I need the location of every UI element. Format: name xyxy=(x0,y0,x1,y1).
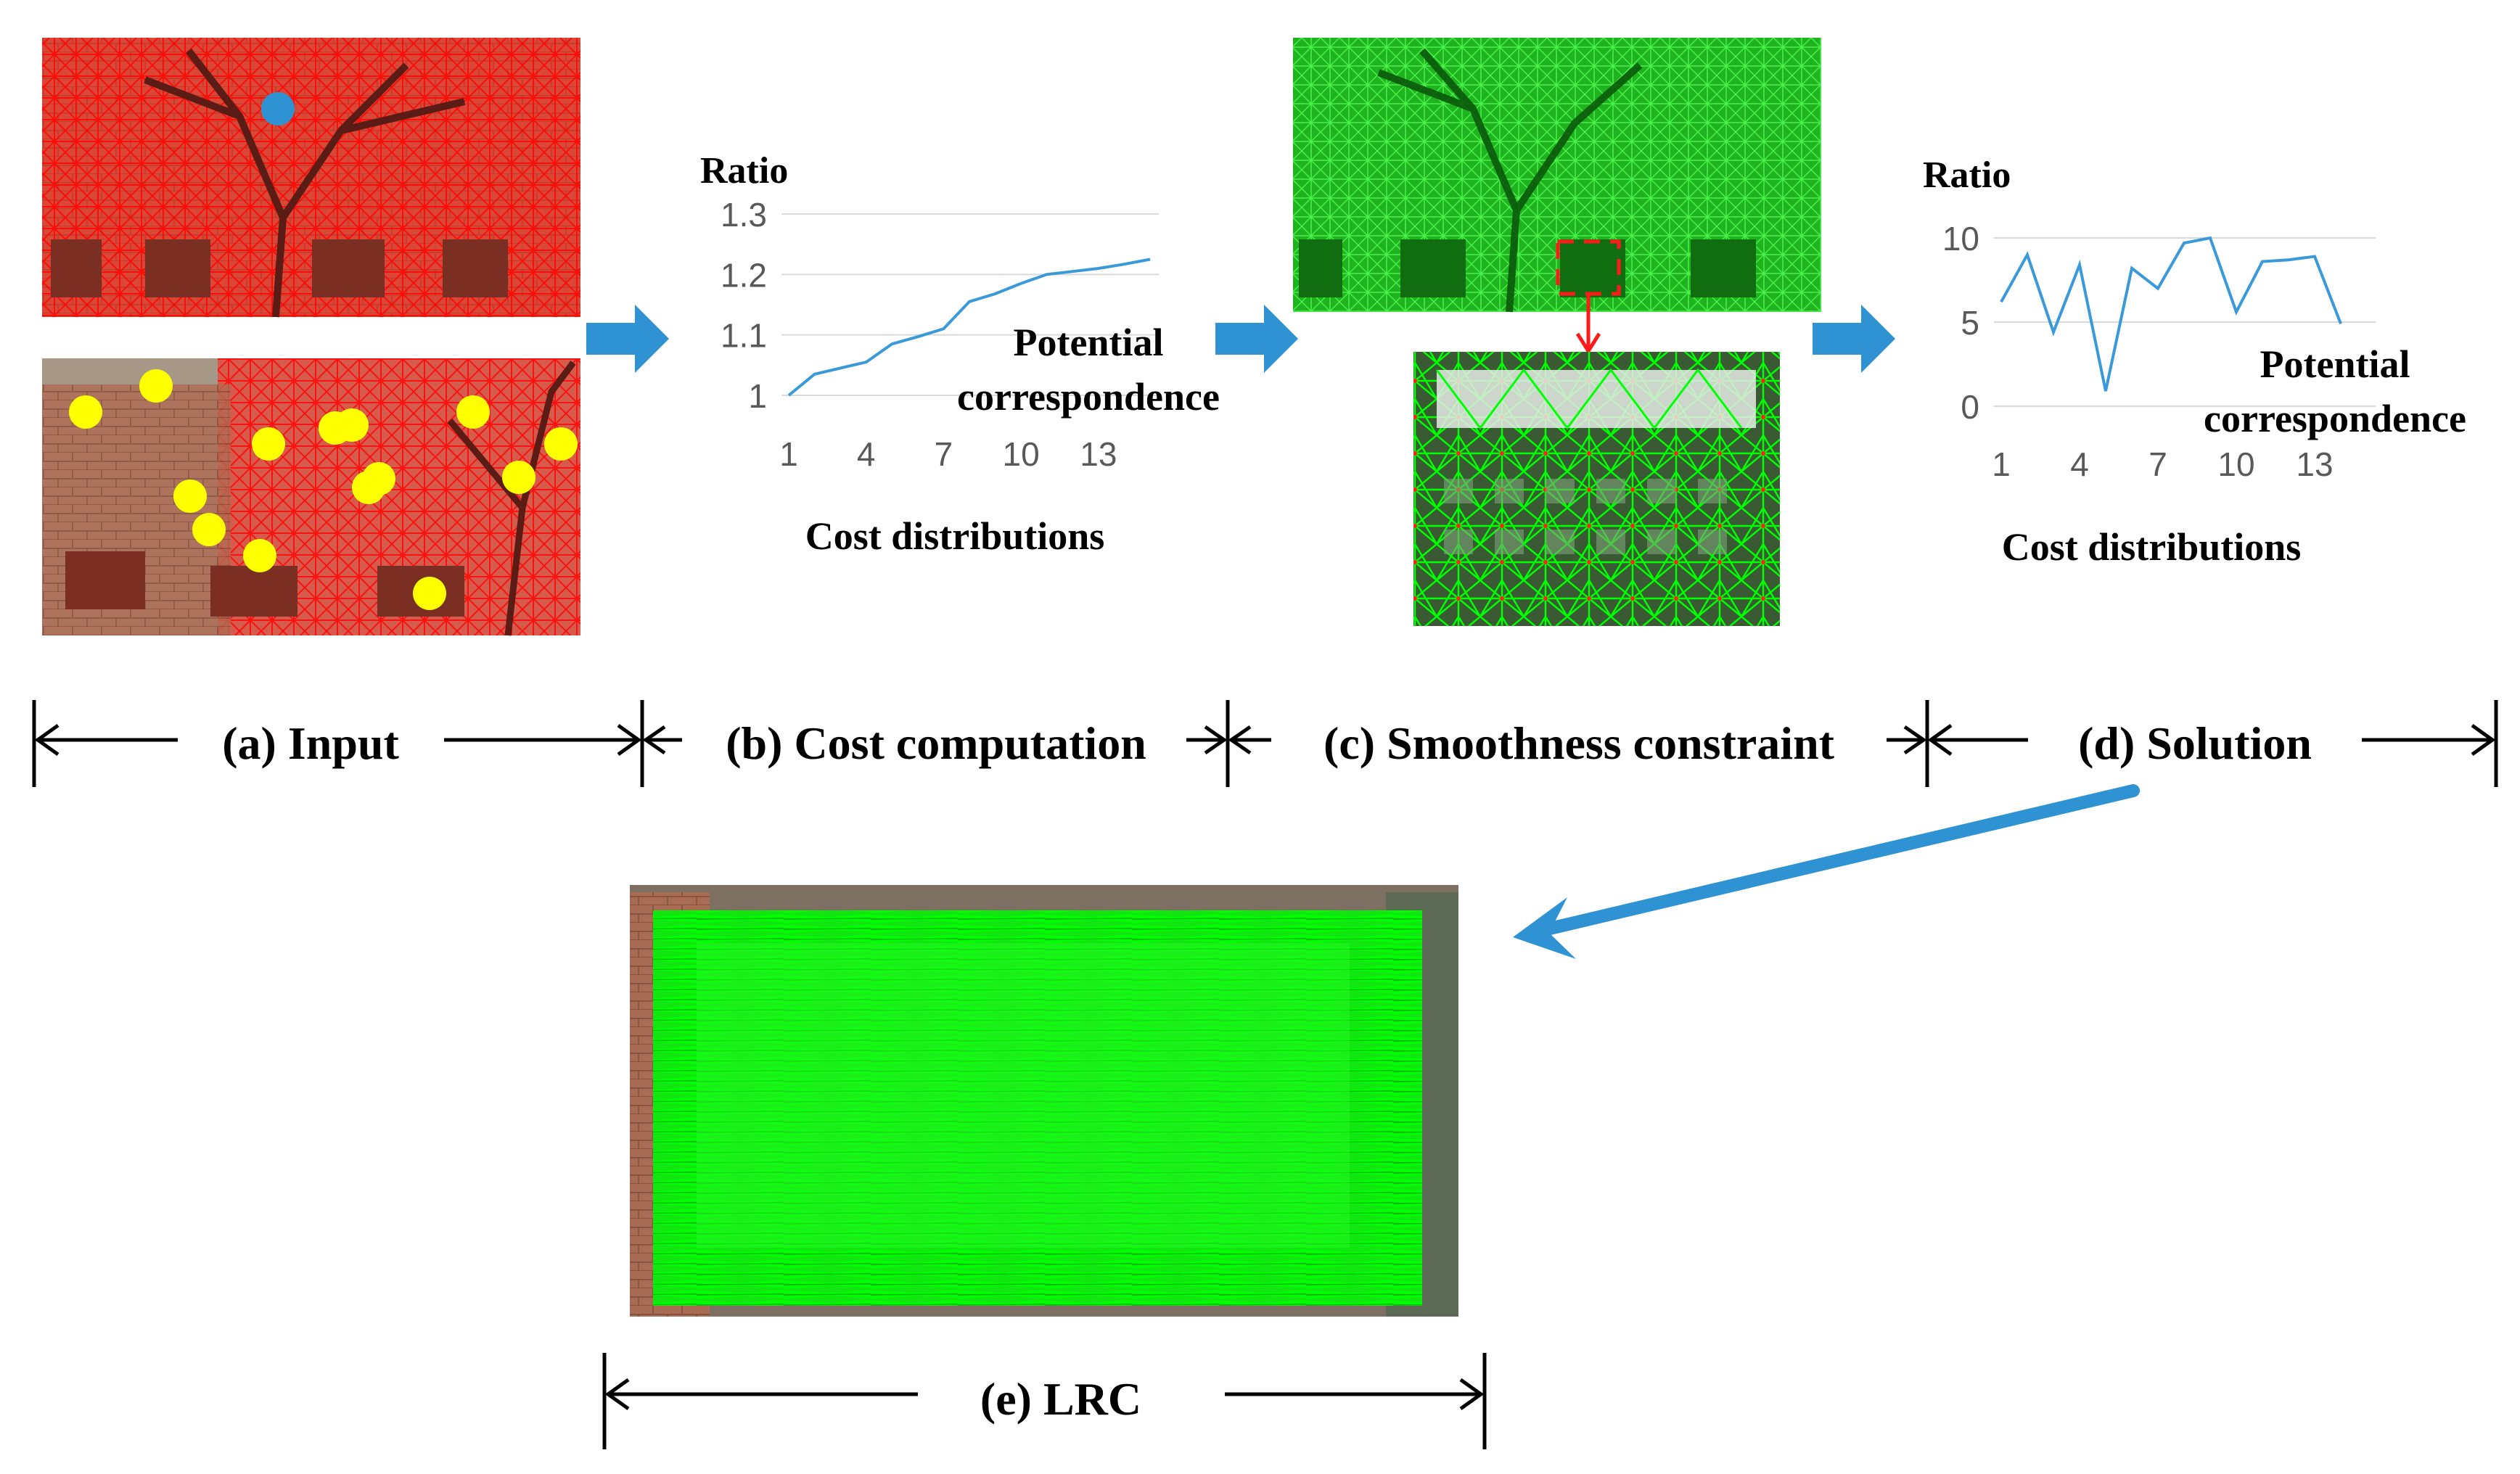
smoothness-image xyxy=(1293,38,1821,313)
zoomed-mesh-image xyxy=(1413,352,1780,626)
chart-b-annotation-line2: correspondence xyxy=(957,375,1220,419)
chart-b-xtick-label: 4 xyxy=(857,435,876,473)
yellow-keypoints xyxy=(69,369,578,610)
flow-arrow-c-d xyxy=(1813,305,1895,373)
stage-label-d: (d) Solution xyxy=(2078,717,2312,769)
chart-b-xtick-label: 1 xyxy=(779,435,798,473)
lrc-result-image xyxy=(630,885,1458,1317)
lrc-span xyxy=(602,1353,1487,1449)
stage-label-e: (e) LRC xyxy=(980,1373,1141,1425)
stage-dividers xyxy=(32,700,2498,787)
chart-d-xtick-label: 4 xyxy=(2070,445,2089,483)
chart-b-ytick-label: 1.3 xyxy=(721,196,767,234)
chart-d-xtick-label: 10 xyxy=(2217,445,2254,483)
chart-d-xlabel: Cost distributions xyxy=(2002,525,2302,569)
chart-b-xlabel: Cost distributions xyxy=(805,514,1105,558)
chart-d-xtick-label: 7 xyxy=(2148,445,2167,483)
chart-b-annotation-line1: Potential xyxy=(1014,321,1164,364)
chart-d-series-line xyxy=(2000,236,2342,392)
chart-d-ytick-label: 10 xyxy=(1942,220,1979,258)
chart-b-ytick-label: 1 xyxy=(748,377,767,415)
input-image-bottom xyxy=(42,358,580,636)
chart-b-xtick-label: 7 xyxy=(935,435,953,473)
cost-chart-d: Ratio 10 5 0 1 4 7 10 13 Potential corresponde… xyxy=(1923,155,2466,569)
chart-d-ylabel: Ratio xyxy=(1923,155,2011,196)
stage-arrows xyxy=(34,723,2496,757)
chart-d-ytick-label: 5 xyxy=(1961,304,1979,342)
input-image-top xyxy=(42,38,580,318)
chart-b-ytick-label: 1.2 xyxy=(721,256,767,294)
chart-b-xtick-label: 13 xyxy=(1080,435,1117,473)
chart-b-xtick-label: 10 xyxy=(1003,435,1040,473)
chart-d-ytick-label: 0 xyxy=(1961,388,1979,426)
chart-b-series-line xyxy=(787,258,1151,397)
cost-chart-b: Ratio 1.3 1.2 1.1 1 1 4 7 10 13 Potential corre… xyxy=(700,150,1220,558)
chart-b-ylabel: Ratio xyxy=(700,150,788,192)
flow-arrow-a-b xyxy=(586,305,669,373)
chart-d-xtick-label: 1 xyxy=(1992,445,2011,483)
zoom-arrow xyxy=(1575,294,1601,355)
chart-d-annotation-line2: correspondence xyxy=(2204,397,2466,440)
chart-d-annotation-line1: Potential xyxy=(2260,342,2410,386)
blue-keypoint xyxy=(261,92,295,125)
stage-label-c: (c) Smoothness constraint xyxy=(1323,717,1835,769)
chart-b-ytick-label: 1.1 xyxy=(721,317,767,355)
stage-label-b: (b) Cost computation xyxy=(726,717,1146,769)
chart-d-xtick-label: 13 xyxy=(2296,445,2333,483)
flow-arrow-b-c xyxy=(1215,305,1298,373)
stage-label-a: (a) Input xyxy=(222,717,399,769)
flow-arrow-d-e xyxy=(1513,784,2140,959)
